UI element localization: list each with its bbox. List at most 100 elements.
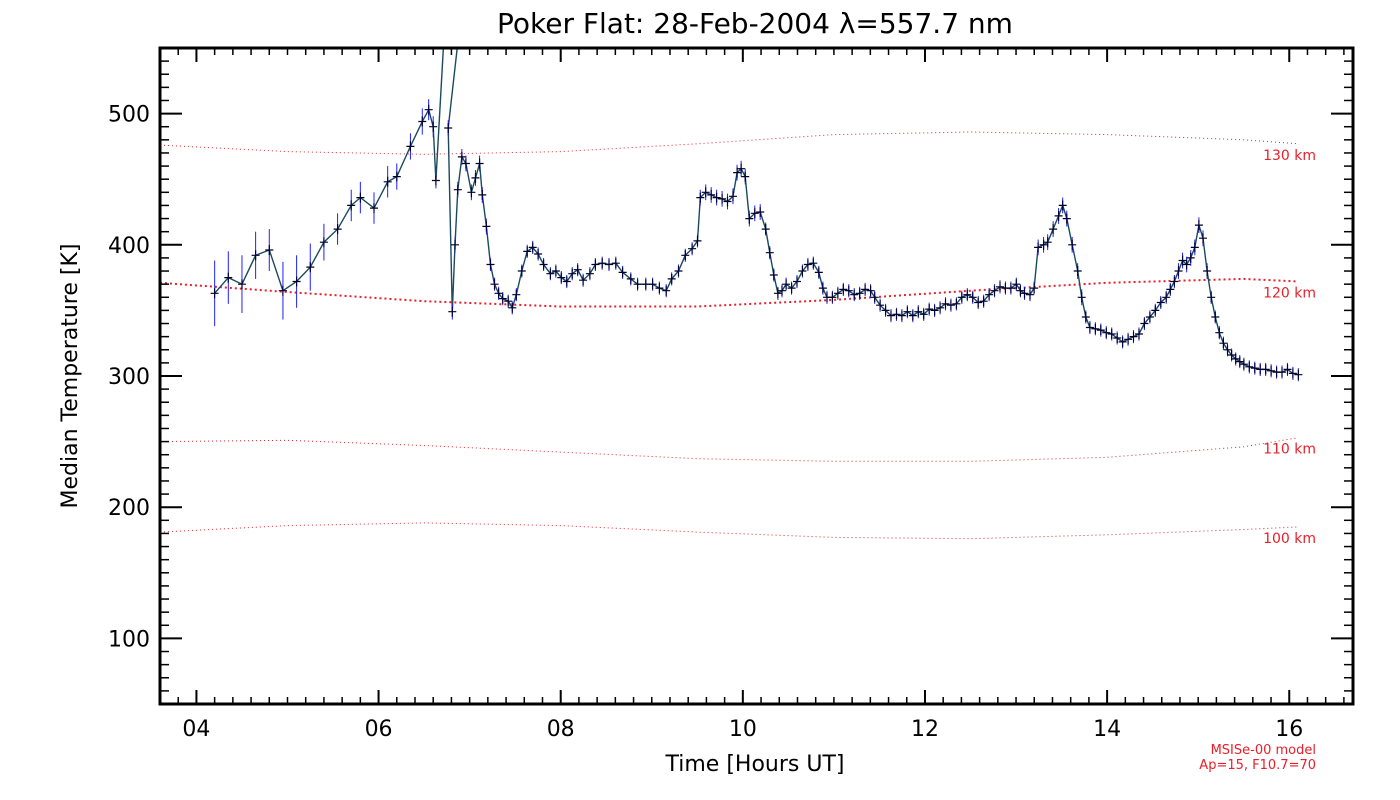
data-point: [1096, 325, 1105, 336]
model-curve-110km: [160, 437, 1299, 462]
data-point: [1235, 356, 1244, 367]
data-point: [1211, 312, 1220, 322]
data-point: [633, 279, 642, 290]
y-tick-label: 400: [108, 234, 150, 259]
data-point: [429, 121, 438, 132]
data-point: [741, 171, 750, 182]
data-point: [478, 189, 487, 200]
data-point: [528, 242, 537, 253]
data-point: [1156, 297, 1165, 308]
data-point: [1034, 242, 1043, 253]
data-point: [745, 213, 754, 224]
data-point: [1170, 276, 1179, 287]
data-point: [406, 141, 415, 152]
data-point: [618, 267, 627, 278]
data-point: [1199, 233, 1207, 244]
data-point: [1203, 266, 1212, 276]
data-point: [551, 266, 560, 276]
data-point: [1223, 344, 1232, 355]
data-point: [1124, 334, 1133, 345]
y-tick-label: 200: [108, 496, 150, 521]
data-point: [881, 305, 890, 316]
data-point: [392, 171, 401, 182]
data-point: [1283, 364, 1292, 375]
data-point: [440, 30, 448, 40]
data-point: [1113, 333, 1122, 343]
data-point: [1085, 322, 1094, 333]
data-point: [946, 300, 955, 311]
x-tick-label: 10: [729, 717, 757, 742]
data-point: [534, 249, 543, 259]
data-point: [818, 283, 827, 294]
data-point: [1294, 369, 1303, 380]
data-point: [828, 292, 837, 303]
data-point: [461, 158, 470, 169]
data-point: [814, 267, 823, 278]
data-point: [1068, 239, 1077, 250]
y-tick-label: 300: [108, 365, 150, 390]
data-point: [866, 285, 875, 296]
data-point: [1020, 288, 1029, 299]
data-point: [1219, 338, 1228, 349]
data-point: [611, 258, 620, 269]
data-point: [1267, 365, 1276, 376]
data-point: [591, 259, 600, 270]
data-point: [844, 285, 853, 296]
data-point: [769, 270, 778, 280]
data-point: [306, 262, 315, 273]
data-point: [573, 264, 582, 275]
data-point: [431, 175, 440, 186]
data-point: [347, 200, 356, 211]
data-point: [265, 245, 274, 255]
data-point: [712, 192, 721, 203]
data-series: [210, 30, 1303, 382]
data-point: [1049, 224, 1058, 235]
model-curve-100km: [160, 522, 1299, 540]
data-point: [1102, 327, 1111, 338]
data-point: [941, 298, 950, 309]
data-point: [919, 309, 928, 320]
data-point: [963, 289, 972, 300]
data-point: [1058, 200, 1067, 211]
data-point: [1039, 239, 1048, 250]
data-point: [1151, 305, 1160, 316]
plot-frame: [158, 46, 1355, 706]
data-point: [1043, 237, 1052, 248]
data-point: [319, 237, 328, 248]
data-point: [782, 279, 791, 290]
data-point: [793, 276, 801, 287]
data-point: [718, 193, 727, 204]
data-point: [985, 289, 994, 300]
data-point: [1166, 284, 1175, 295]
x-tick-label: 06: [365, 717, 393, 742]
data-point: [1026, 289, 1034, 300]
data-point: [508, 302, 517, 313]
data-point: [701, 187, 710, 198]
data-point: [681, 250, 690, 261]
data-point: [292, 276, 301, 287]
data-point: [930, 305, 939, 316]
data-point: [936, 302, 945, 313]
model-label-110km: 110 km: [1263, 442, 1316, 458]
data-point: [1006, 283, 1015, 294]
data-point: [457, 151, 466, 162]
data-point: [1245, 361, 1254, 372]
data-point: [486, 259, 495, 270]
data-point: [925, 304, 934, 315]
x-tick-label: 12: [911, 717, 939, 742]
data-point: [1030, 283, 1039, 294]
data-point: [773, 288, 782, 299]
data-point: [482, 221, 491, 232]
y-axis-label: Median Temperature [K]: [58, 244, 83, 509]
model-note-line-2: Ap=15, F10.7=70: [1199, 758, 1316, 773]
data-point: [798, 266, 807, 276]
data-point: [383, 176, 392, 187]
data-point: [662, 285, 671, 296]
model-curve-130km: [160, 131, 1299, 155]
data-point: [568, 268, 577, 279]
data-point: [1194, 220, 1203, 231]
data-point: [1062, 213, 1071, 224]
data-point: [453, 184, 462, 195]
data-point: [1135, 329, 1143, 339]
